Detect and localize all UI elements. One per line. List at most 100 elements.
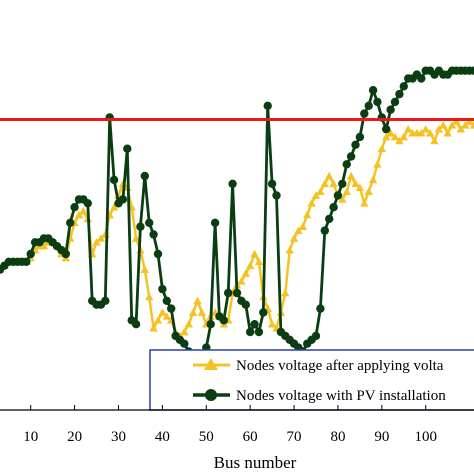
series-0-point <box>456 125 466 133</box>
series-1-point <box>145 218 154 227</box>
series-1-point <box>26 249 35 259</box>
series-1-point <box>417 74 426 83</box>
series-0-point <box>149 323 158 332</box>
series-1-point <box>311 331 321 341</box>
x-tick-label: 10 <box>23 429 38 445</box>
series-1-point <box>338 179 347 188</box>
series-1-point <box>83 199 93 208</box>
series-0-point <box>373 160 382 168</box>
series-0-point <box>96 234 106 242</box>
x-axis-title: Bus number <box>214 453 297 472</box>
series-0-point <box>338 195 347 203</box>
series-1-point <box>272 191 281 200</box>
series-1-point <box>61 249 70 259</box>
series-1-point <box>325 214 334 224</box>
series-1-point <box>162 296 171 305</box>
series-0-point <box>193 296 202 305</box>
series-0-point <box>399 132 408 141</box>
series-0-point <box>421 125 430 133</box>
series-0-point <box>74 210 84 219</box>
x-tick-label: 60 <box>243 429 258 445</box>
series-0-point <box>368 175 378 184</box>
series-1-point <box>123 144 132 153</box>
series-0-point <box>452 117 461 125</box>
series-0-point <box>294 226 303 234</box>
series-1-point <box>180 339 189 348</box>
series-0-point <box>188 308 198 316</box>
series-0-point <box>346 171 356 180</box>
series-0-point <box>184 320 193 328</box>
series-1-point <box>70 203 79 212</box>
x-tick-label: 100 <box>414 429 437 445</box>
series-0-point <box>109 203 119 211</box>
series-0-point <box>79 206 88 215</box>
series-line-1 <box>0 69 474 365</box>
series-1-point <box>360 109 369 118</box>
series-1-point <box>333 191 343 200</box>
x-tick-label: 50 <box>199 429 214 445</box>
series-0-point <box>39 242 49 250</box>
legend: Nodes voltage after applying volta Nodes… <box>149 349 474 411</box>
series-0-point <box>329 179 338 188</box>
series-1-point <box>228 179 237 188</box>
x-axis-ticks: 10 20 30 40 50 60 70 80 90 100 <box>23 405 437 445</box>
series-1-point <box>346 152 356 161</box>
series-layer <box>0 66 474 368</box>
series-0-point <box>307 199 316 207</box>
series-0-point <box>285 245 294 254</box>
series-1-point <box>219 316 228 325</box>
series-1-point <box>254 327 264 337</box>
series-0-point <box>303 210 312 219</box>
series-1-point <box>66 218 75 227</box>
series-0-point <box>443 128 452 137</box>
series-0-point <box>245 261 255 270</box>
series-0-point <box>158 308 167 316</box>
series-0-point <box>439 121 448 129</box>
series-1-point <box>368 86 378 95</box>
legend-label-0: Nodes voltage after applying volta <box>236 358 444 374</box>
series-1-point <box>259 308 268 317</box>
series-1-point <box>22 257 31 266</box>
series-0-point <box>469 121 474 129</box>
series-1-point <box>206 320 215 329</box>
series-1-point <box>342 160 351 169</box>
series-1-point <box>140 171 149 181</box>
series-0-point <box>241 269 250 277</box>
legend-swatch-marker-1 <box>205 389 217 401</box>
series-1-point <box>329 203 338 212</box>
series-1-point <box>316 304 325 313</box>
series-0-point <box>153 316 163 324</box>
series-1-point <box>101 296 110 305</box>
series-0-point <box>390 132 400 141</box>
series-0-point <box>342 187 351 195</box>
series-0-point <box>425 128 435 137</box>
series-1-point <box>390 97 400 107</box>
series-0-point <box>430 136 439 145</box>
series-1-point <box>373 97 382 107</box>
series-0-point <box>324 171 334 180</box>
series-0-point <box>250 249 259 258</box>
series-1-point <box>250 320 259 329</box>
series-1-point <box>246 327 255 337</box>
series-1-point <box>167 304 176 313</box>
series-0-point <box>417 128 426 137</box>
series-0-point <box>386 128 395 137</box>
series-0-point <box>254 257 264 266</box>
legend-swatch-marker-0 <box>204 358 218 370</box>
series-1-point <box>386 105 395 114</box>
series-1-point <box>109 175 119 185</box>
series-1-point <box>158 284 167 294</box>
series-0-point <box>311 191 321 199</box>
series-0-point <box>465 117 474 125</box>
series-0-point <box>145 292 154 301</box>
x-tick-label: 20 <box>67 429 82 445</box>
series-1-point <box>382 125 391 134</box>
x-tick-label: 40 <box>155 429 170 445</box>
series-1-point <box>469 66 474 75</box>
series-1-point <box>153 249 163 259</box>
series-0-point <box>355 183 365 192</box>
series-0-point <box>320 179 329 188</box>
series-0-point <box>162 312 171 320</box>
series-1-point <box>136 222 145 231</box>
x-tick-label: 90 <box>374 429 389 445</box>
